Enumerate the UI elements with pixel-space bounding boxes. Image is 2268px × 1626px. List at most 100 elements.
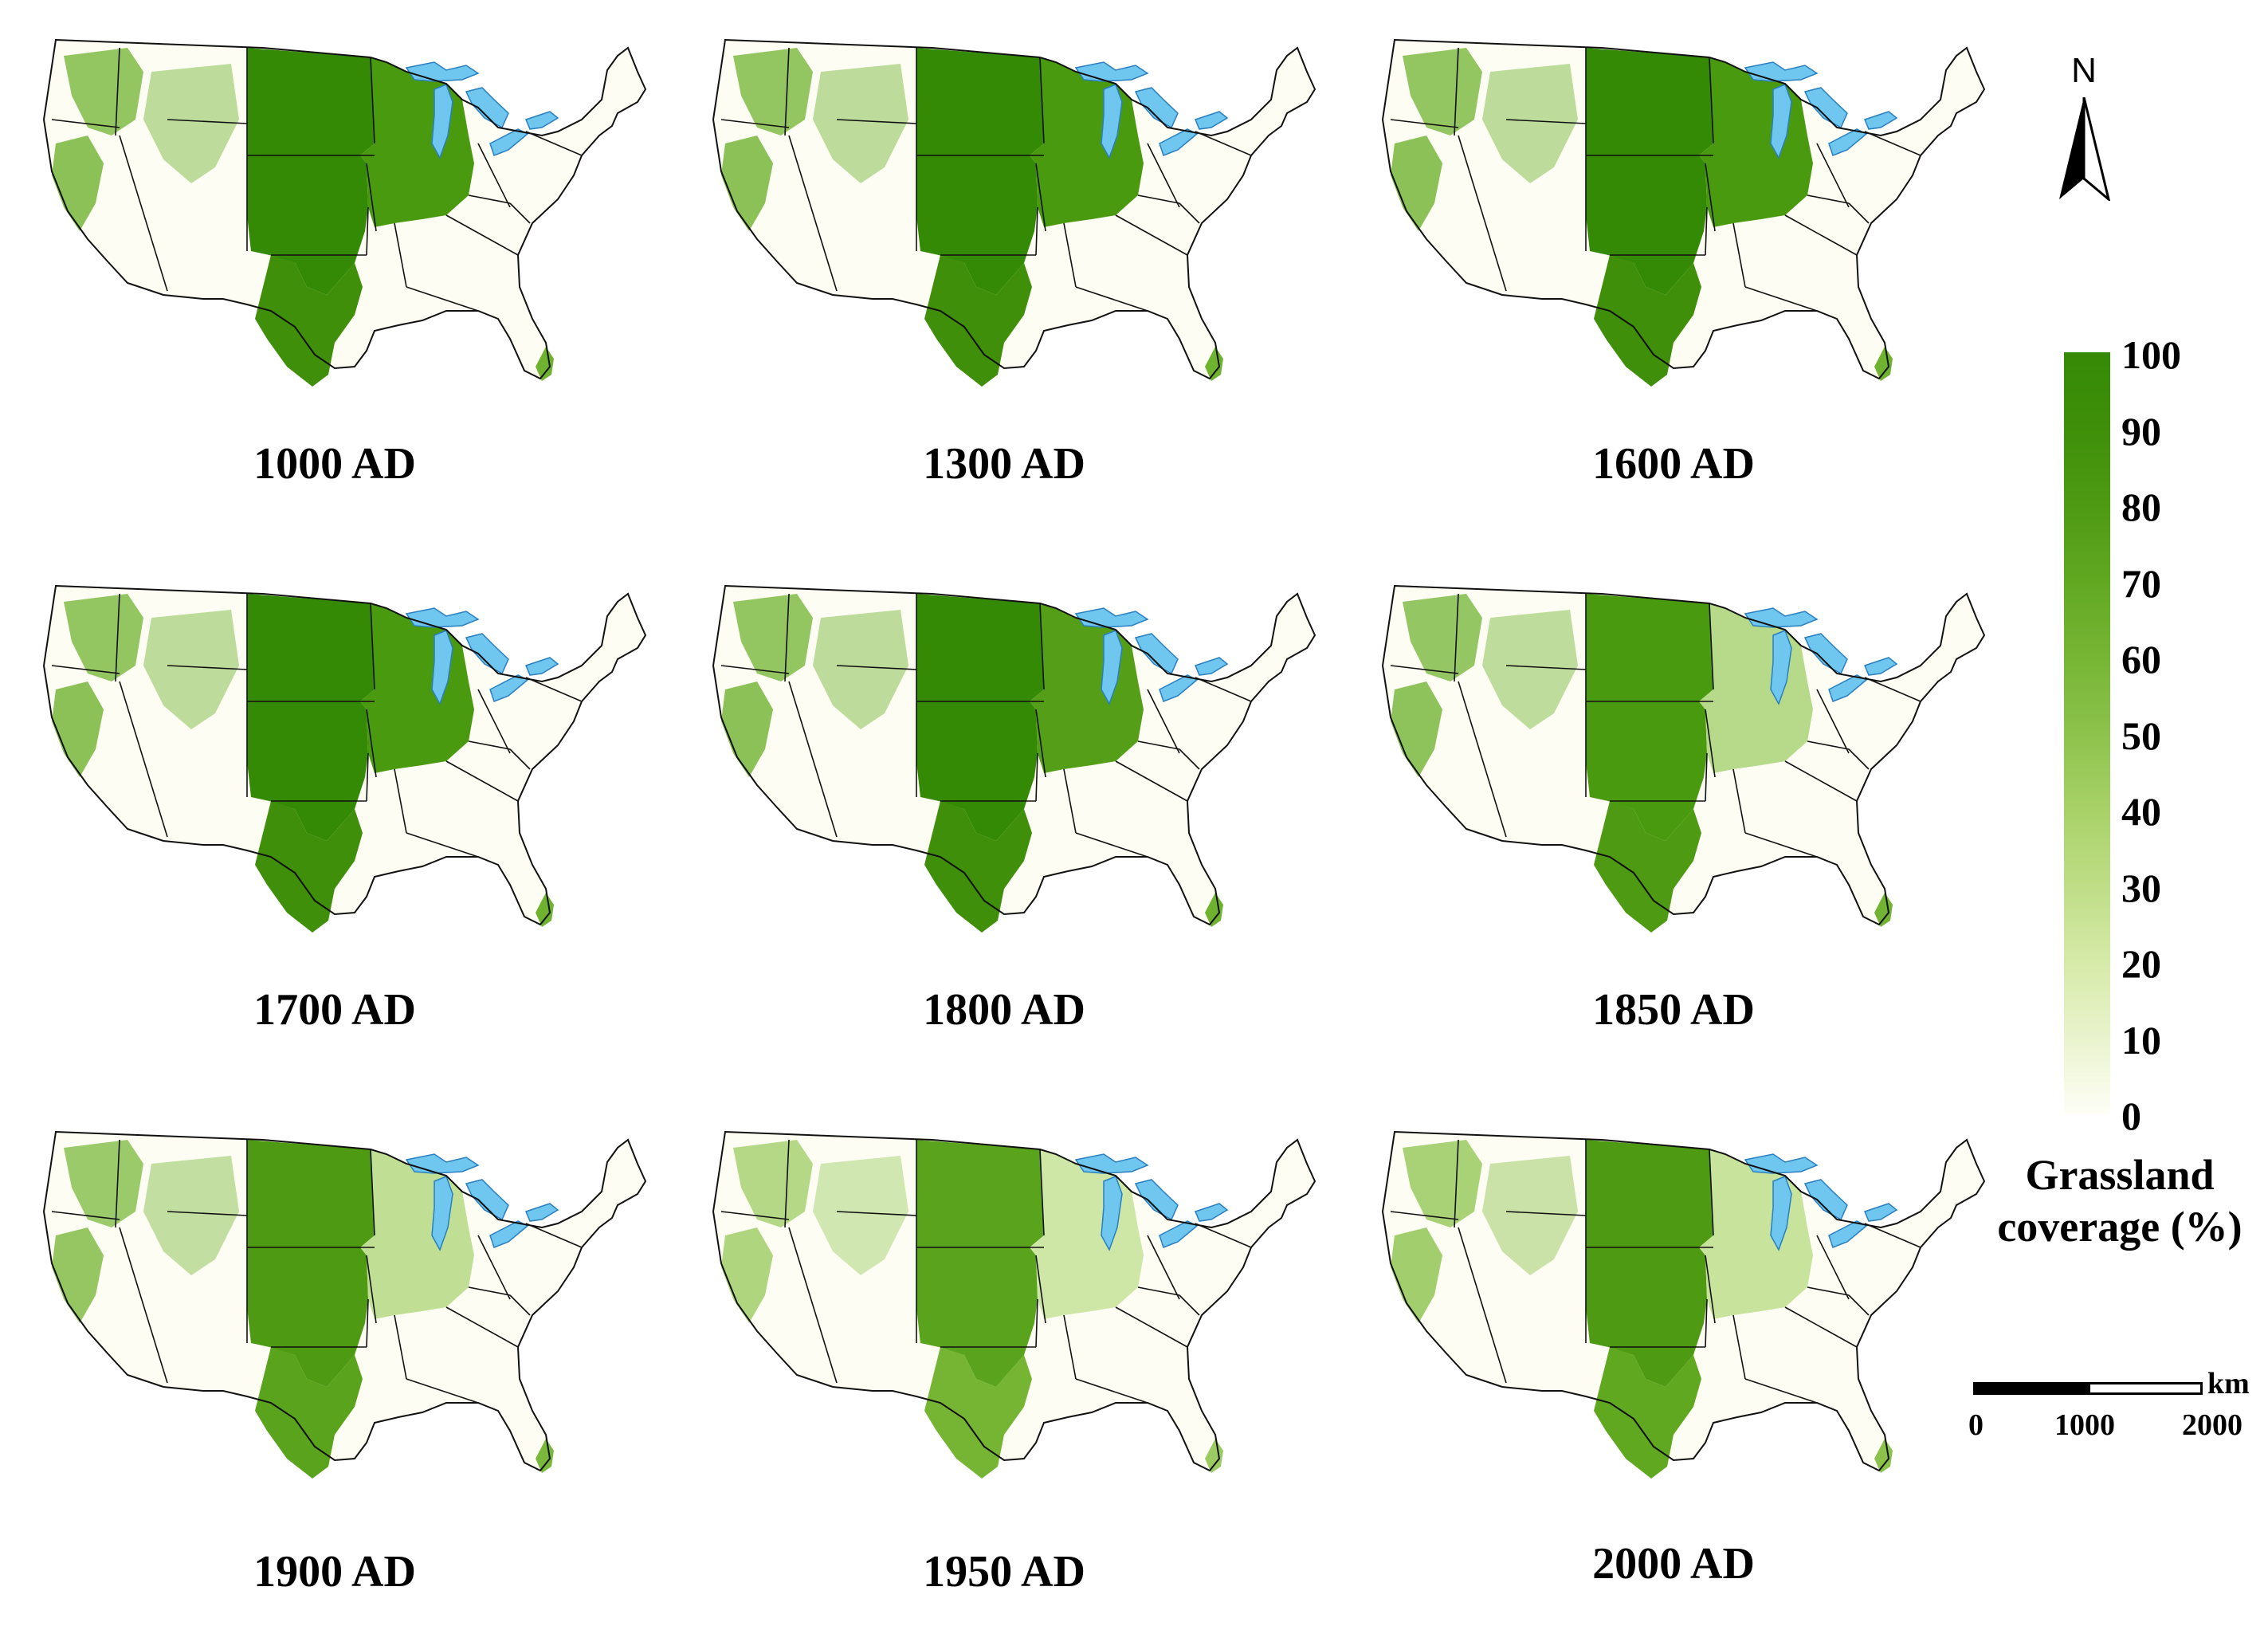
us-outline bbox=[42, 38, 647, 380]
region-border bbox=[1807, 1286, 1850, 1296]
prairie-peninsula-grassland-region bbox=[360, 603, 474, 773]
florida-grassland-region bbox=[1205, 347, 1223, 381]
map-panel: 1700 AD bbox=[32, 570, 749, 1080]
us-grassland-map bbox=[712, 38, 1316, 387]
texas-grassland-region bbox=[924, 255, 1032, 387]
great-lake bbox=[1744, 607, 1819, 628]
region-border bbox=[406, 1378, 479, 1404]
region-border bbox=[1709, 57, 1714, 144]
great-lake bbox=[489, 1220, 529, 1248]
region-border bbox=[1505, 665, 1587, 670]
region-border bbox=[468, 740, 511, 750]
region-border bbox=[445, 760, 519, 802]
great-lake bbox=[1101, 630, 1123, 705]
interior-west-grassland-region bbox=[143, 1156, 239, 1275]
texas-grassland-region bbox=[255, 255, 363, 387]
region-border bbox=[370, 1149, 375, 1236]
scale-bar-label-1000: 1000 bbox=[2054, 1408, 2115, 1442]
region-border bbox=[836, 665, 917, 670]
legend-tick-label: 80 bbox=[2121, 485, 2161, 529]
great-lake bbox=[1074, 607, 1149, 628]
west-grassland-region bbox=[64, 594, 143, 681]
region-border bbox=[115, 1139, 120, 1228]
california-grassland-region bbox=[52, 136, 104, 231]
map-panel: 1850 AD bbox=[1371, 570, 2088, 1080]
region-border bbox=[1179, 1294, 1200, 1316]
california-grassland-region bbox=[52, 1227, 104, 1323]
california-grassland-region bbox=[52, 681, 104, 777]
interior-west-grassland-region bbox=[1482, 64, 1578, 183]
prairie-peninsula-grassland-region bbox=[360, 1149, 474, 1319]
great-lake bbox=[1770, 84, 1792, 159]
region-border bbox=[167, 1211, 248, 1216]
region-border bbox=[1035, 1255, 1046, 1324]
region-border bbox=[1075, 1378, 1148, 1404]
great-lake bbox=[1159, 128, 1199, 156]
texas-grassland-region bbox=[255, 801, 363, 933]
legend-tick-label: 90 bbox=[2121, 408, 2161, 454]
region-border bbox=[445, 1306, 519, 1348]
region-border bbox=[1505, 1211, 1587, 1216]
region-border bbox=[1458, 681, 1507, 838]
great-plains-grassland-region bbox=[1586, 48, 1713, 295]
great-lake bbox=[1828, 674, 1868, 702]
region-border bbox=[366, 1255, 377, 1324]
scale-bar-unit: km bbox=[2207, 1367, 2250, 1400]
region-border bbox=[1454, 47, 1459, 136]
great-lake bbox=[1101, 84, 1123, 159]
region-border bbox=[406, 286, 479, 312]
florida-grassland-region bbox=[536, 893, 554, 927]
region-border bbox=[1035, 163, 1046, 232]
region-border bbox=[445, 214, 519, 256]
region-border bbox=[1816, 143, 1850, 208]
region-border bbox=[525, 677, 583, 702]
map-year-label: 1700 AD bbox=[253, 985, 416, 1035]
region-border bbox=[1705, 163, 1716, 232]
prairie-peninsula-grassland-region bbox=[1699, 1149, 1813, 1319]
region-border bbox=[1705, 709, 1716, 778]
us-grassland-map bbox=[1381, 584, 1986, 933]
great-lake bbox=[1159, 674, 1199, 702]
region-border bbox=[720, 1211, 790, 1220]
great-lake bbox=[405, 607, 480, 628]
region-border bbox=[1705, 206, 1708, 256]
north-label: N bbox=[2071, 51, 2097, 90]
prairie-peninsula-grassland-region bbox=[1699, 603, 1813, 773]
great-lake bbox=[1863, 111, 1898, 130]
region-border bbox=[1115, 1306, 1188, 1348]
great-plains-grassland-region bbox=[1586, 1140, 1713, 1387]
region-border bbox=[1035, 709, 1046, 778]
great-lake bbox=[405, 61, 480, 82]
region-border bbox=[119, 681, 168, 838]
region-border bbox=[1784, 760, 1858, 802]
interior-west-grassland-region bbox=[143, 64, 239, 183]
legend-tick-label: 40 bbox=[2121, 789, 2161, 834]
great-lake bbox=[1863, 1203, 1898, 1222]
us-outline bbox=[712, 1130, 1316, 1472]
map-year-label: 1850 AD bbox=[1592, 985, 1755, 1035]
region-border bbox=[370, 603, 375, 690]
region-border bbox=[1390, 665, 1459, 674]
us-grassland-map bbox=[42, 1130, 647, 1479]
region-border bbox=[1179, 202, 1200, 224]
legend-tick-label: 30 bbox=[2121, 865, 2161, 910]
region-border bbox=[477, 1235, 511, 1300]
region-border bbox=[1458, 135, 1507, 292]
region-border bbox=[1744, 286, 1818, 312]
prairie-peninsula-grassland-region bbox=[360, 57, 474, 227]
region-border bbox=[394, 1314, 407, 1380]
florida-grassland-region bbox=[1874, 347, 1893, 381]
region-border bbox=[1705, 1255, 1716, 1324]
us-outline bbox=[42, 584, 647, 926]
region-border bbox=[1063, 768, 1077, 834]
us-grassland-map bbox=[42, 584, 647, 933]
west-grassland-region bbox=[64, 48, 143, 136]
great-plains-grassland-region bbox=[247, 1140, 375, 1387]
great-lake bbox=[431, 630, 453, 705]
great-lake bbox=[1194, 1203, 1229, 1222]
region-border bbox=[509, 1294, 531, 1316]
region-border bbox=[1705, 1298, 1708, 1348]
west-grassland-region bbox=[1403, 48, 1482, 136]
region-border bbox=[167, 119, 248, 124]
great-lake bbox=[489, 128, 529, 156]
